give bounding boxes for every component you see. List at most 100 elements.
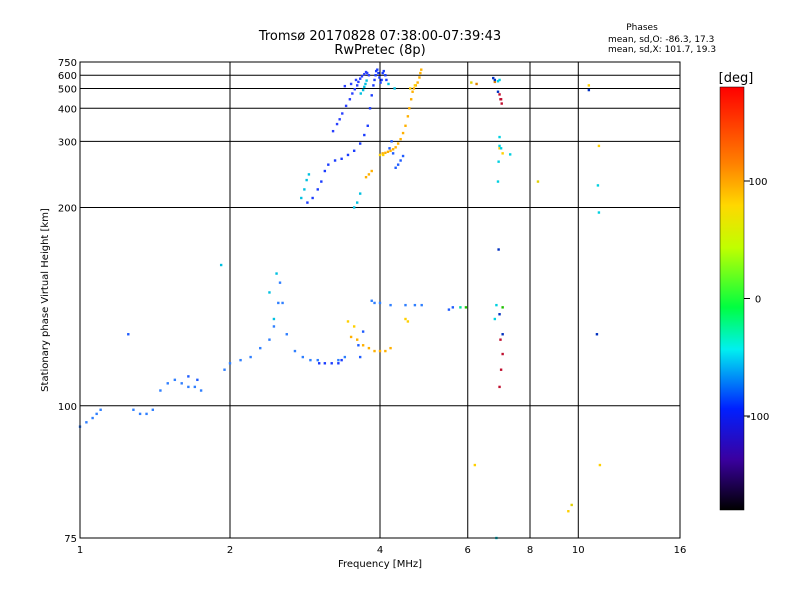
data-point [351,92,354,95]
data-point [416,81,419,84]
data-point [333,159,337,162]
data-point [418,76,421,79]
x-tick-label: 4 [377,545,383,556]
data-point [370,299,373,302]
data-point [451,306,455,309]
data-point [293,349,297,353]
data-point [330,362,333,365]
data-point [500,102,503,105]
data-point [360,75,364,78]
data-point [496,90,500,93]
data-point [404,124,407,127]
data-point [501,152,504,155]
data-point [377,71,380,75]
data-point [363,133,366,137]
y-tick-label: 500 [58,84,77,95]
data-point [166,382,169,385]
data-point [382,69,385,73]
data-point [300,196,303,200]
data-point [372,84,375,87]
data-point [127,333,130,336]
data-point [497,248,500,251]
data-point [361,88,365,92]
data-point [341,112,344,115]
data-point [367,74,371,77]
data-point [470,81,473,84]
data-point [349,335,353,339]
data-point [306,201,309,204]
data-point [95,412,98,416]
data-point [307,173,311,176]
data-point [499,147,503,150]
data-point [497,160,500,163]
data-point [587,84,591,87]
y-tick-label: 300 [58,137,77,148]
data-point [173,378,177,382]
data-point [420,303,423,307]
data-point [508,153,512,156]
data-point [145,412,148,416]
y-tick-label: 400 [58,104,77,115]
y-tick-label: 600 [58,71,77,82]
data-point [363,85,366,89]
data-point [498,144,501,148]
data-point [406,320,410,323]
data-point [303,188,306,191]
data-point [317,362,321,365]
data-point [381,152,384,155]
data-point [499,98,502,101]
data-point [378,153,382,157]
data-point [459,306,462,309]
colorbar-ticks: 100 0 -100 [744,177,769,423]
data-point [346,320,350,323]
data-point [587,88,591,92]
data-point [374,74,377,77]
data-point [386,150,390,153]
x-tick-label: 1 [77,545,83,556]
data-point [340,157,343,160]
data-point [501,352,504,356]
data-point [493,317,497,321]
data-point [281,301,284,305]
data-point [597,211,601,214]
data-point [420,68,423,71]
colorbar-tick-label: -100 [747,412,770,423]
data-point [239,358,242,362]
data-point [378,301,382,305]
data-point [352,206,356,209]
data-point [501,333,504,336]
data-point [352,325,356,328]
data-point [305,178,308,182]
data-point [387,82,390,86]
data-point [498,313,501,316]
data-point [501,306,504,309]
data-point [272,317,276,321]
data-point [401,131,405,135]
data-point [359,92,362,95]
data-point [499,338,502,341]
x-tick-label: 16 [674,545,687,556]
data-point [361,330,365,333]
colorbar-tick-label: 0 [755,295,761,306]
data-point [475,82,478,86]
data-point [413,303,417,307]
colorbar-tick-label: 100 [748,177,767,188]
data-point [323,169,327,173]
grid-lines [80,62,680,538]
phases-title: Phases [626,23,658,33]
data-point [598,463,602,467]
data-point [367,346,371,350]
data-point [388,147,391,150]
data-point [272,325,276,328]
data-point [349,82,353,86]
data-point [368,107,372,110]
data-point [353,88,356,91]
data-point [498,147,501,150]
data-point [393,87,396,90]
data-point [337,362,340,365]
data-point [399,159,402,162]
data-point [335,122,339,126]
data-point [492,76,495,80]
data-point [357,344,360,347]
data-point [199,389,203,392]
